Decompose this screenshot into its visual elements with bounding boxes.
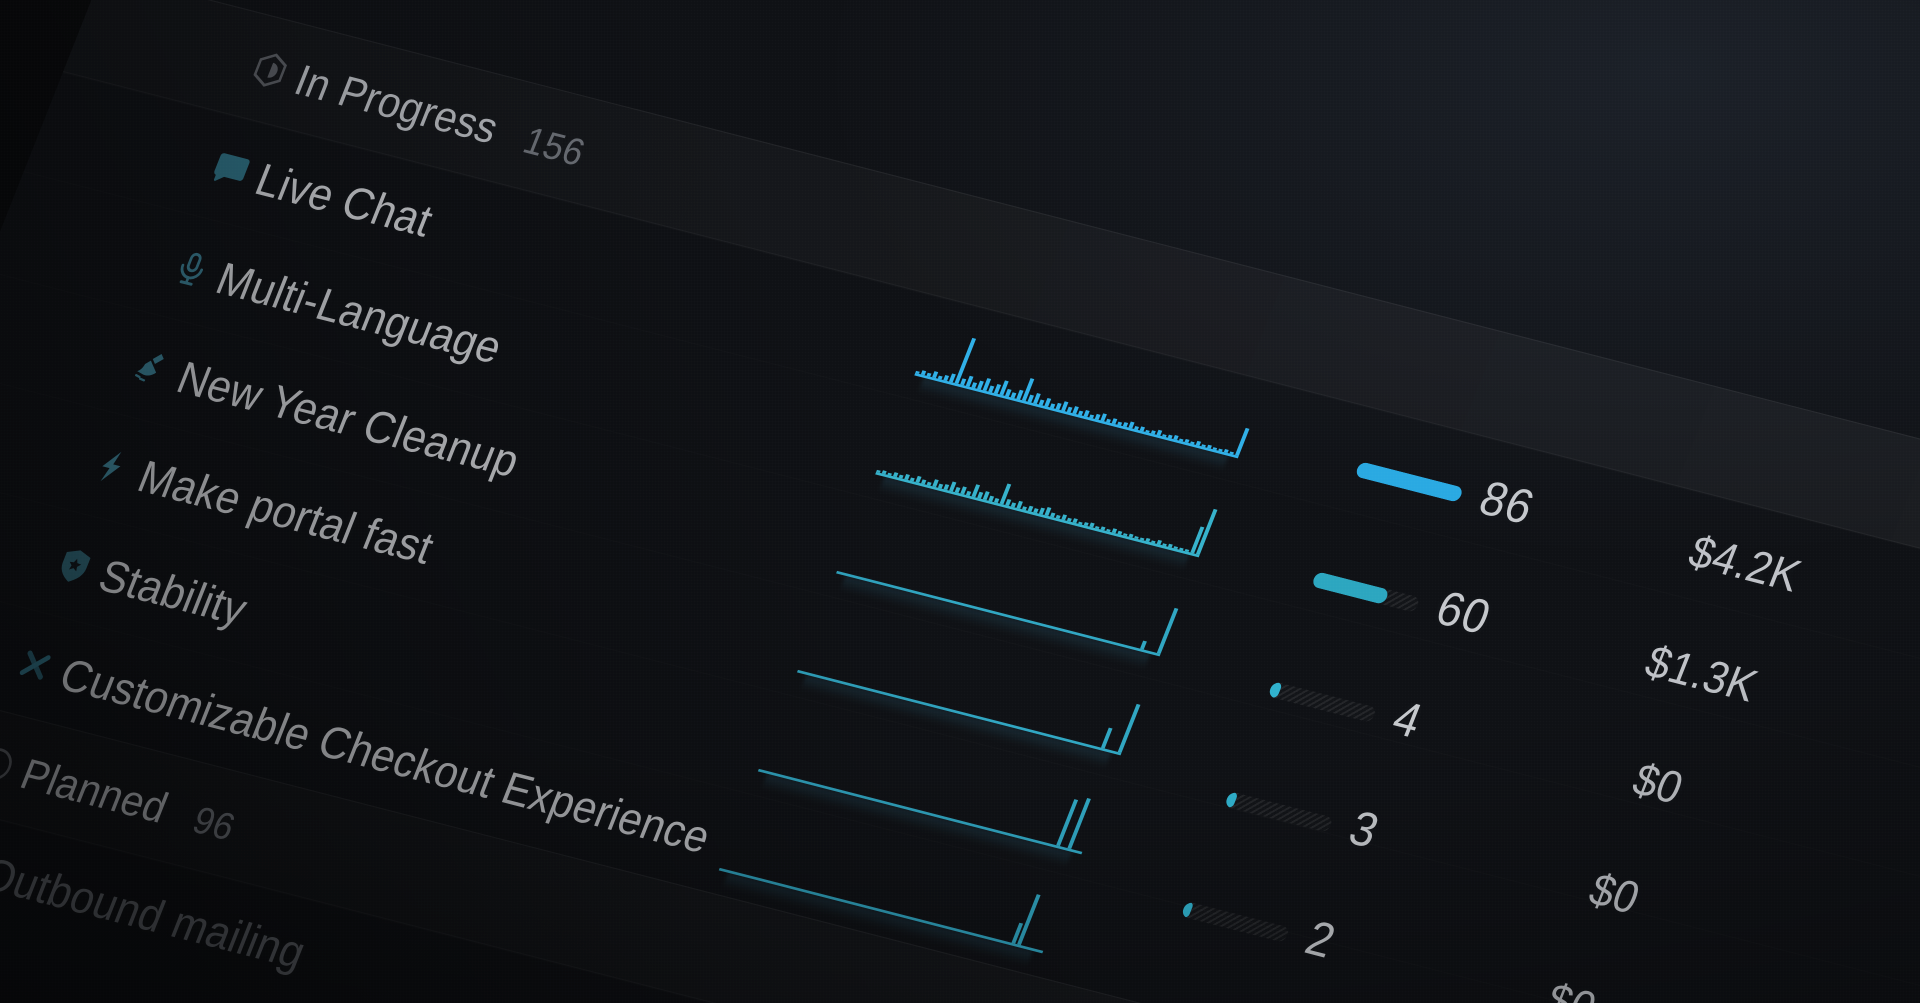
progress-bar-track — [1310, 571, 1421, 613]
crossed-tools-icon — [11, 642, 60, 688]
chat-bubble-icon — [206, 147, 255, 193]
shield-star-icon — [50, 543, 99, 589]
broom-icon — [128, 345, 177, 391]
row-label-text: Stability — [91, 550, 255, 636]
votes-count: 86 — [1472, 469, 1543, 535]
feature-title: Live Chat — [248, 154, 440, 248]
revenue-value: $4.2K — [1681, 526, 1809, 603]
row-label-text: Planned — [14, 749, 175, 833]
row-label-text: Live Chat — [248, 154, 440, 247]
group-count-badge: 156 — [517, 118, 592, 175]
status-planned-icon — [0, 741, 21, 787]
progress-bar-fill — [1310, 571, 1390, 605]
group-count-badge: 96 — [187, 797, 242, 849]
progress-bar-fill — [1354, 461, 1465, 503]
microphone-icon — [167, 246, 216, 292]
feature-title: Stability — [91, 551, 254, 637]
status-in-progress-icon — [246, 47, 295, 93]
lightning-bolt-icon — [89, 444, 138, 490]
progress-bar-track — [1354, 461, 1465, 503]
votes-count: 60 — [1428, 579, 1500, 645]
progress-bar-fill — [1267, 681, 1283, 699]
